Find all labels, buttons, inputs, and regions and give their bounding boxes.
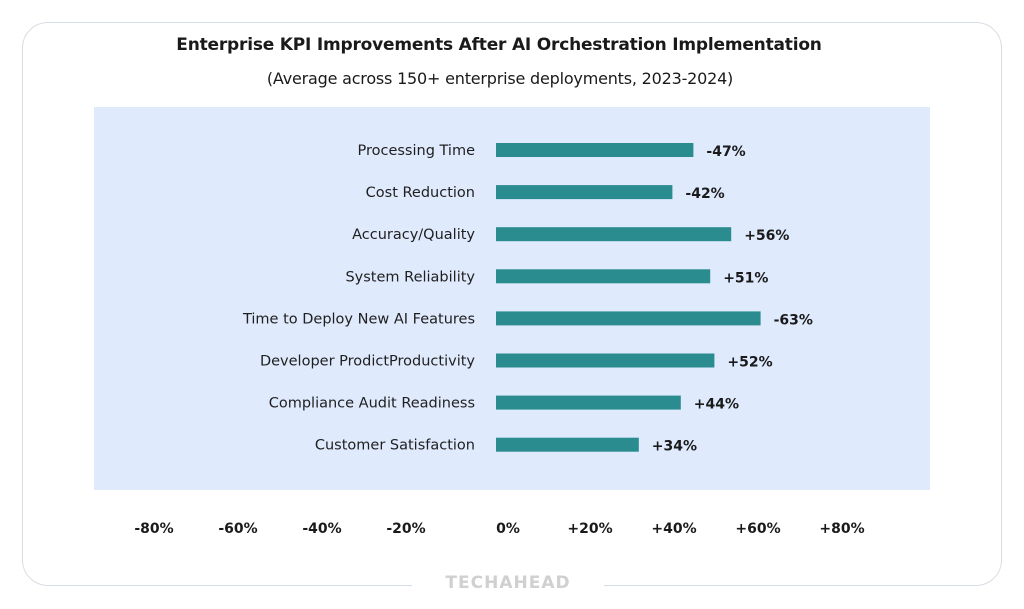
bar bbox=[496, 395, 681, 410]
value-label: +56% bbox=[744, 228, 789, 244]
category-label: Cost Reduction bbox=[366, 185, 475, 201]
bar bbox=[496, 143, 694, 157]
plot-area bbox=[94, 107, 930, 490]
x-tick-label: +40% bbox=[651, 521, 696, 537]
bar bbox=[496, 269, 711, 284]
value-label: -47% bbox=[706, 144, 745, 160]
category-label: Developer ProdictProductivity bbox=[260, 354, 475, 370]
x-tick-label: -20% bbox=[386, 521, 425, 537]
bar bbox=[496, 353, 715, 368]
x-tick-label: -80% bbox=[134, 521, 173, 537]
chart-frame: Enterprise KPI Improvements After AI Orc… bbox=[22, 22, 1002, 586]
techahead-logo: TECHAHEAD bbox=[412, 573, 604, 593]
value-label: -42% bbox=[685, 186, 724, 202]
category-label: Compliance Audit Readiness bbox=[269, 396, 475, 412]
x-tick-label: +60% bbox=[735, 521, 780, 537]
x-tick-label: -60% bbox=[218, 521, 257, 537]
x-tick-label: -40% bbox=[302, 521, 341, 537]
x-tick-label: +20% bbox=[567, 521, 612, 537]
bar bbox=[496, 437, 639, 452]
category-label: Accuracy/Quality bbox=[352, 227, 475, 243]
x-tick-label: +80% bbox=[819, 521, 864, 537]
category-label: Time to Deploy New AI Features bbox=[242, 311, 475, 327]
chart-subtitle: (Average across 150+ enterprise deployme… bbox=[266, 69, 734, 88]
category-label: Customer Satisfaction bbox=[315, 438, 475, 454]
x-tick-label: 0% bbox=[496, 521, 520, 537]
bar bbox=[496, 227, 732, 242]
chart-title: Enterprise KPI Improvements After AI Orc… bbox=[143, 35, 855, 55]
bar bbox=[496, 311, 761, 326]
value-label: +34% bbox=[652, 439, 697, 455]
value-label: +52% bbox=[727, 355, 772, 371]
category-label: System Reliability bbox=[345, 269, 475, 285]
value-label: +44% bbox=[694, 397, 739, 413]
value-label: +51% bbox=[723, 270, 768, 286]
bar bbox=[496, 185, 673, 200]
value-label: -63% bbox=[774, 312, 813, 328]
category-label: Processing Time bbox=[357, 143, 475, 159]
